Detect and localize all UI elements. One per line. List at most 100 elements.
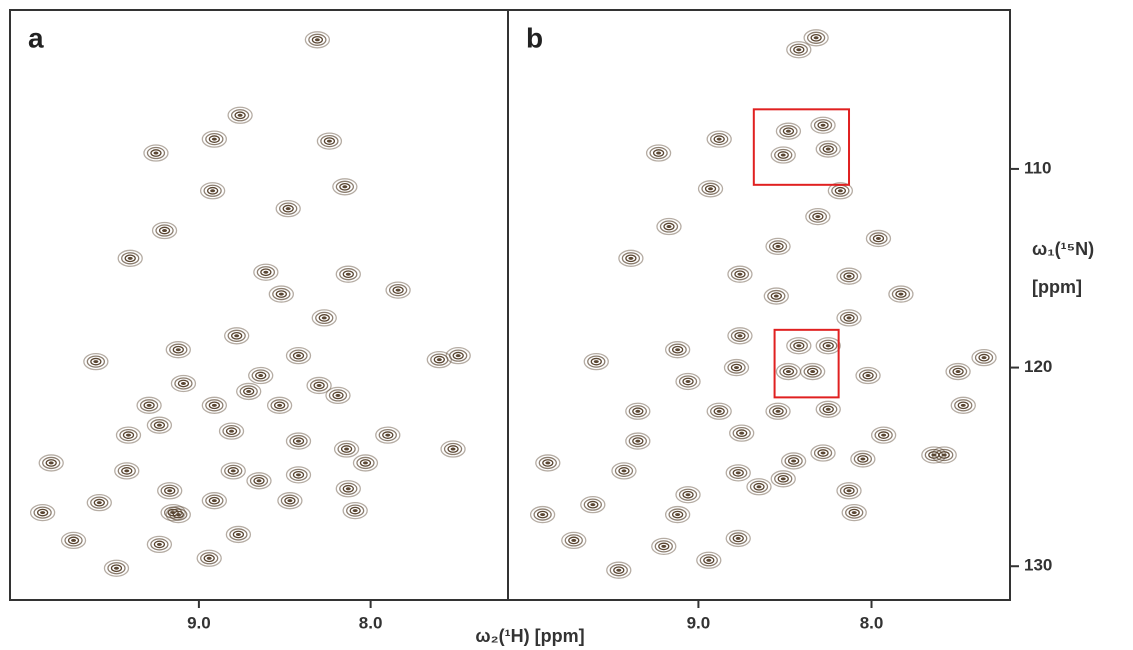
peak (865, 229, 892, 248)
contour (678, 375, 698, 388)
contour (765, 402, 791, 420)
contour (891, 287, 911, 301)
peak (810, 116, 836, 134)
contour (359, 459, 372, 467)
contour (205, 399, 224, 412)
contour (169, 343, 188, 356)
peak (583, 352, 609, 371)
contour-core (941, 453, 947, 457)
contour (165, 505, 191, 524)
peak (332, 178, 358, 196)
contour (392, 286, 404, 294)
contour (775, 362, 802, 381)
contour (770, 292, 782, 300)
contour (668, 508, 687, 521)
peak (385, 281, 411, 299)
contour (222, 424, 241, 438)
contour (954, 399, 973, 412)
peak (971, 348, 997, 367)
contour-core (211, 499, 217, 503)
contour (843, 486, 855, 495)
y-axis-label: [ppm] (1032, 277, 1082, 297)
peak (931, 446, 957, 464)
peak (727, 327, 753, 345)
contour (701, 182, 720, 195)
contour-core (124, 469, 130, 473)
contour (110, 564, 123, 573)
peak (675, 486, 701, 504)
contour-core (931, 453, 937, 457)
contour (725, 529, 751, 548)
contour (231, 331, 243, 340)
contour-core (156, 542, 162, 546)
peak (196, 549, 222, 567)
contour (699, 554, 718, 567)
contour (382, 431, 394, 439)
contour (841, 503, 867, 522)
contour (808, 210, 828, 223)
contour (251, 369, 270, 382)
contour-core (540, 513, 546, 517)
contour-core (263, 270, 269, 274)
contour-core (825, 147, 831, 151)
contour (332, 178, 358, 196)
peak (815, 337, 841, 355)
contour (618, 249, 644, 267)
contour (858, 369, 878, 382)
contour-core (685, 379, 691, 383)
contour (729, 466, 748, 480)
contour-core (162, 229, 168, 233)
contour (710, 132, 729, 146)
peak (236, 382, 262, 401)
contour (143, 144, 169, 162)
peak (325, 386, 351, 405)
contour (822, 145, 834, 153)
peak (170, 374, 197, 393)
contour (174, 377, 193, 390)
contour (234, 111, 246, 120)
contour-core (706, 558, 712, 562)
peak (580, 495, 606, 514)
contour (678, 488, 698, 501)
contour (289, 434, 308, 448)
contour-core (170, 511, 176, 515)
peak (445, 347, 471, 365)
contour-core (780, 153, 786, 157)
peak (950, 396, 976, 414)
contour-core (571, 538, 577, 542)
peak (38, 454, 64, 472)
contour-core (785, 129, 791, 133)
contour (734, 331, 746, 340)
contour (819, 403, 838, 416)
contour (340, 445, 353, 453)
contour (304, 31, 331, 49)
contour (770, 470, 796, 488)
peak (201, 130, 228, 148)
y-tick-label: 120 (1024, 357, 1052, 376)
contour (339, 482, 358, 495)
peak (855, 366, 881, 385)
peak (727, 265, 753, 283)
y-tick-label: 110 (1024, 158, 1051, 177)
contour-core (735, 536, 741, 540)
contour (151, 221, 178, 240)
contour (952, 367, 964, 376)
contour (67, 536, 80, 545)
contour-core (981, 356, 987, 360)
peak (306, 376, 332, 395)
contour (309, 379, 329, 392)
contour (155, 224, 174, 237)
contour (727, 265, 753, 283)
contour-core (675, 348, 681, 352)
contour (375, 426, 401, 444)
contour-core (237, 113, 243, 117)
contour (632, 407, 644, 416)
contour-core (666, 225, 672, 229)
contour-core (813, 36, 819, 40)
contour (625, 254, 637, 263)
peak (218, 422, 245, 440)
peak (664, 505, 691, 524)
contour (784, 454, 803, 468)
contour (978, 353, 990, 362)
contour (284, 496, 296, 505)
